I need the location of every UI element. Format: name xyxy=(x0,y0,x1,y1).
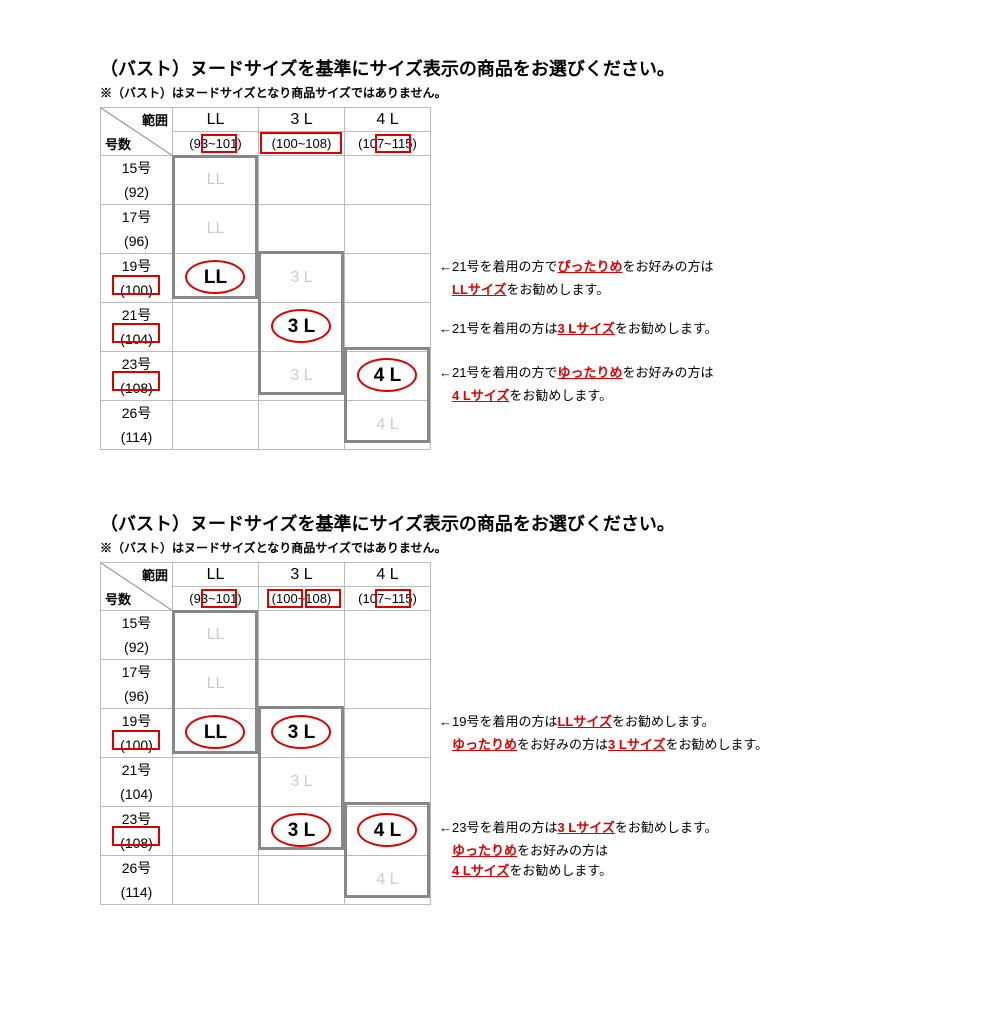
data-cell: 4 L xyxy=(345,401,431,450)
data-cell: 3 L xyxy=(259,709,345,758)
corner-bottom: 号数 xyxy=(105,134,131,153)
size-section: （バスト）ヌードサイズを基準にサイズ表示の商品をお選びください。 ※（バスト）はヌ… xyxy=(100,510,900,905)
corner-bottom: 号数 xyxy=(105,589,131,608)
size-chart: 範囲号数LL3 L4 L(93~101)(100~108)(107~115)15… xyxy=(100,107,431,450)
column-range-label: (100~108) xyxy=(259,132,345,156)
data-cell xyxy=(345,303,431,352)
row-label: 21号(104) xyxy=(101,758,173,807)
section-subtitle: ※（バスト）はヌードサイズとなり商品サイズではありません。 xyxy=(100,84,900,101)
data-cell xyxy=(259,856,345,905)
row-label: 26号(114) xyxy=(101,856,173,905)
data-cell xyxy=(259,660,345,709)
data-cell: 3 L xyxy=(259,254,345,303)
data-cell: 3 L xyxy=(259,303,345,352)
data-cell: LL xyxy=(173,156,259,205)
annotation-line: ←21号を着用の方は3 Lサイズをお勧めします。 xyxy=(439,319,718,339)
section-title: （バスト）ヌードサイズを基準にサイズ表示の商品をお選びください。 xyxy=(100,510,900,536)
column-range-label: (93~101) xyxy=(173,132,259,156)
section-subtitle: ※（バスト）はヌードサイズとなり商品サイズではありません。 xyxy=(100,539,900,556)
annotations: ←21号を着用の方でぴったりめをお好みの方は LLサイズをお勧めします。 ←21号… xyxy=(431,107,891,447)
row-label: 15号(92) xyxy=(101,611,173,660)
data-cell xyxy=(173,807,259,856)
data-cell xyxy=(345,758,431,807)
data-cell xyxy=(259,611,345,660)
annotation-line: LLサイズをお勧めします。 xyxy=(439,280,609,300)
data-cell: LL xyxy=(173,205,259,254)
annotations: ←19号を着用の方はLLサイズをお勧めします。 ゆったりめをお好みの方は3 Lサ… xyxy=(431,562,891,902)
annotation-line: 4 Lサイズをお勧めします。 xyxy=(439,386,612,406)
column-size-label: 3 L xyxy=(259,563,345,587)
data-cell: 4 L xyxy=(345,807,431,856)
data-cell xyxy=(259,205,345,254)
annotation-line: ゆったりめをお好みの方は xyxy=(439,841,608,861)
column-size-label: 4 L xyxy=(345,108,431,132)
column-size-label: 3 L xyxy=(259,108,345,132)
data-cell: 3 L xyxy=(259,807,345,856)
data-cell xyxy=(345,660,431,709)
column-size-label: LL xyxy=(173,108,259,132)
row-label: 17号(96) xyxy=(101,205,173,254)
row-label: 26号(114) xyxy=(101,401,173,450)
section-title: （バスト）ヌードサイズを基準にサイズ表示の商品をお選びください。 xyxy=(100,55,900,81)
header-corner: 範囲号数 xyxy=(101,108,173,156)
data-cell: LL xyxy=(173,709,259,758)
row-label: 19号(100) xyxy=(101,709,173,758)
data-cell: 4 L xyxy=(345,352,431,401)
corner-top: 範囲 xyxy=(142,110,168,129)
data-cell xyxy=(173,401,259,450)
row-label: 23号(108) xyxy=(101,352,173,401)
column-range-label: (100~108) xyxy=(259,587,345,611)
annotation-line: ←19号を着用の方はLLサイズをお勧めします。 xyxy=(439,712,715,732)
data-cell: LL xyxy=(173,660,259,709)
row-label: 21号(104) xyxy=(101,303,173,352)
data-cell xyxy=(345,611,431,660)
annotation-line: ←21号を着用の方でぴったりめをお好みの方は xyxy=(439,257,714,277)
annotation-line: ←21号を着用の方でゆったりめをお好みの方は xyxy=(439,363,714,383)
header-corner: 範囲号数 xyxy=(101,563,173,611)
row-label: 23号(108) xyxy=(101,807,173,856)
annotation-line: ←23号を着用の方は3 Lサイズをお勧めします。 xyxy=(439,818,718,838)
annotation-line: ゆったりめをお好みの方は3 Lサイズをお勧めします。 xyxy=(439,735,768,755)
data-cell: 3 L xyxy=(259,352,345,401)
size-chart: 範囲号数LL3 L4 L(93~101)(100~108)(107~115)15… xyxy=(100,562,431,905)
column-size-label: 4 L xyxy=(345,563,431,587)
data-cell: LL xyxy=(173,254,259,303)
data-cell xyxy=(345,254,431,303)
data-cell xyxy=(259,156,345,205)
data-cell xyxy=(345,709,431,758)
data-cell: 3 L xyxy=(259,758,345,807)
data-cell xyxy=(345,205,431,254)
corner-top: 範囲 xyxy=(142,565,168,584)
data-cell xyxy=(173,303,259,352)
column-range-label: (107~115) xyxy=(345,587,431,611)
data-cell xyxy=(259,401,345,450)
annotation-line: 4 Lサイズをお勧めします。 xyxy=(439,861,612,881)
column-range-label: (107~115) xyxy=(345,132,431,156)
column-size-label: LL xyxy=(173,563,259,587)
row-label: 17号(96) xyxy=(101,660,173,709)
data-cell: LL xyxy=(173,611,259,660)
data-cell: 4 L xyxy=(345,856,431,905)
size-section: （バスト）ヌードサイズを基準にサイズ表示の商品をお選びください。 ※（バスト）はヌ… xyxy=(100,55,900,450)
data-cell xyxy=(173,758,259,807)
row-label: 15号(92) xyxy=(101,156,173,205)
data-cell xyxy=(345,156,431,205)
data-cell xyxy=(173,352,259,401)
column-range-label: (93~101) xyxy=(173,587,259,611)
row-label: 19号(100) xyxy=(101,254,173,303)
data-cell xyxy=(173,856,259,905)
